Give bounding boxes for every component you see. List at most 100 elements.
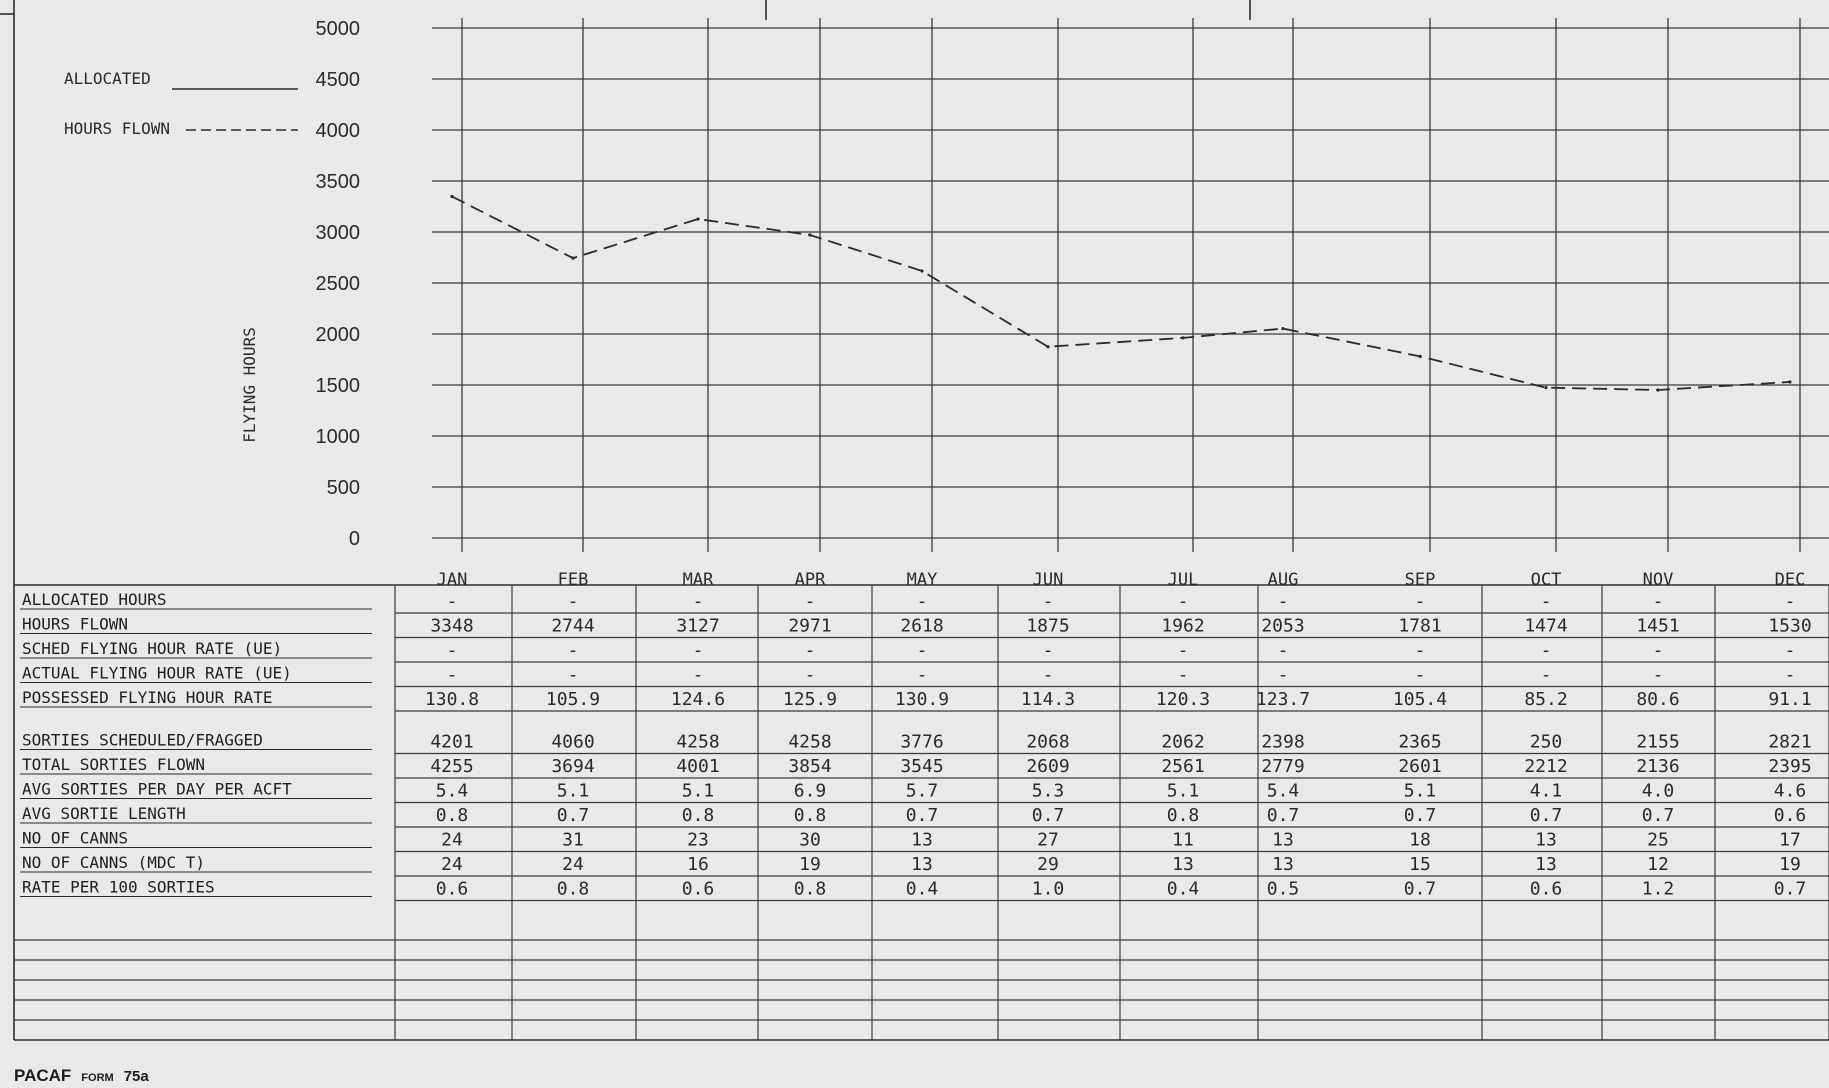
table-cell: 6.9	[794, 781, 827, 802]
table-cell: 250	[1530, 732, 1563, 753]
table-cell: 5.4	[1267, 781, 1300, 802]
table-cell: 2395	[1768, 756, 1811, 777]
table-cell: 0.4	[906, 879, 939, 900]
table-cell: 5.4	[436, 781, 469, 802]
form-borders	[0, 0, 1829, 1041]
table-cell: 2136	[1636, 756, 1679, 777]
y-tick-label: 2000	[316, 324, 361, 346]
table-row-label: AVG SORTIES PER DAY PER ACFT	[22, 780, 292, 799]
table-row-label: TOTAL SORTIES FLOWN	[22, 755, 205, 774]
table-cell: 2779	[1261, 756, 1304, 777]
table-cell: 2601	[1398, 756, 1441, 777]
data-point-jul	[1181, 336, 1185, 340]
table-cell: 1.2	[1642, 879, 1675, 900]
table-cell: 0.5	[1267, 879, 1300, 900]
data-point-sep	[1418, 354, 1422, 358]
table-cell: 2212	[1524, 756, 1567, 777]
table-cell: 2155	[1636, 732, 1679, 753]
table-cell: 25	[1647, 830, 1669, 851]
table-cell: 105.9	[546, 689, 600, 710]
table-cell: 5.3	[1032, 781, 1065, 802]
table-cell: 0.4	[1167, 879, 1200, 900]
table-cell: 19	[1779, 854, 1801, 875]
y-tick-label: 4000	[316, 120, 361, 142]
table-cell: 0.7	[1530, 805, 1563, 826]
table-cell: 2053	[1261, 616, 1304, 637]
table-cell: -	[1043, 591, 1054, 612]
x-tick-label-feb: FEB	[558, 570, 589, 590]
data-point-mar	[696, 217, 700, 221]
table-cell: -	[693, 640, 704, 661]
table-cell: -	[1178, 591, 1189, 612]
table-cell: -	[1043, 665, 1054, 686]
table-row-label: RATE PER 100 SORTIES	[22, 878, 215, 897]
table-cell: 0.8	[794, 879, 827, 900]
table-cell: 0.7	[1642, 805, 1675, 826]
table-cell: 3854	[788, 756, 831, 777]
table-cell: -	[917, 591, 928, 612]
table-cell: 0.8	[557, 879, 590, 900]
table-cell: 0.6	[436, 879, 469, 900]
x-tick-label-nov: NOV	[1643, 570, 1674, 590]
table-cell: 130.8	[425, 689, 479, 710]
table-cell: 4255	[430, 756, 473, 777]
x-tick-label-aug: AUG	[1268, 570, 1299, 590]
table-cell: -	[447, 640, 458, 661]
table-cell: -	[1043, 640, 1054, 661]
table-row-label: SORTIES SCHEDULED/FRAGGED	[22, 731, 263, 750]
table-cell: 124.6	[671, 689, 725, 710]
table-cell: 1781	[1398, 616, 1441, 637]
legend: ALLOCATED HOURS FLOWN	[64, 69, 298, 138]
data-point-dec	[1788, 380, 1792, 384]
table-cell: 13	[1535, 830, 1557, 851]
table-cell: -	[447, 591, 458, 612]
table-cell: -	[1653, 665, 1664, 686]
table-cell: 2398	[1261, 732, 1304, 753]
table-cell: -	[447, 665, 458, 686]
data-point-feb	[571, 256, 575, 260]
table-cell: 2971	[788, 616, 831, 637]
x-tick-labels: JAN FEB MAR APR MAY JUN JUL AUG SEP OCT NOV DEC	[437, 570, 1806, 590]
table-cell: 19	[799, 854, 821, 875]
table-cell: 0.7	[906, 805, 939, 826]
footer-form-label: FORM	[81, 1072, 114, 1084]
table-cell: 2062	[1161, 732, 1204, 753]
table-cell: 13	[1535, 854, 1557, 875]
table-cell: 2561	[1161, 756, 1204, 777]
table-cell: 2068	[1026, 732, 1069, 753]
table-cell: 4060	[551, 732, 594, 753]
table-cell: 114.3	[1021, 689, 1075, 710]
data-point-jan	[450, 194, 454, 199]
table-cell: 11	[1172, 830, 1194, 851]
table-cell: 0.8	[436, 805, 469, 826]
table-cell: -	[1415, 665, 1426, 686]
table-cell: 105.4	[1393, 689, 1447, 710]
table-cell: 0.7	[1774, 879, 1807, 900]
table-row-label: HOURS FLOWN	[22, 615, 128, 634]
table-cell: 3348	[430, 616, 473, 637]
table-cell: 0.7	[557, 805, 590, 826]
table-cell: 1962	[1161, 616, 1204, 637]
table-cell: 1.0	[1032, 879, 1065, 900]
table-cell: -	[568, 665, 579, 686]
table-cell: 0.8	[682, 805, 715, 826]
table-cell: -	[917, 665, 928, 686]
table-cell: 23	[687, 830, 709, 851]
table-cell: -	[805, 640, 816, 661]
table-cell: 5.1	[557, 781, 590, 802]
data-point-apr	[808, 233, 812, 237]
footer-form-number: 75a	[123, 1068, 149, 1085]
table-cell: 13	[1172, 854, 1194, 875]
y-tick-label: 2500	[316, 273, 361, 295]
table-cell: 1875	[1026, 616, 1069, 637]
y-tick-label: 500	[327, 477, 360, 499]
table-cell: 0.6	[682, 879, 715, 900]
table-cell: -	[805, 665, 816, 686]
table-cell: -	[805, 591, 816, 612]
table-row-label: NO OF CANNS	[22, 829, 128, 848]
table-cell: 0.8	[794, 805, 827, 826]
x-tick-label-jun: JUN	[1033, 570, 1064, 590]
table-cell: 85.2	[1524, 689, 1567, 710]
y-tick-label: 4500	[316, 69, 361, 91]
x-tick-label-mar: MAR	[683, 570, 714, 590]
